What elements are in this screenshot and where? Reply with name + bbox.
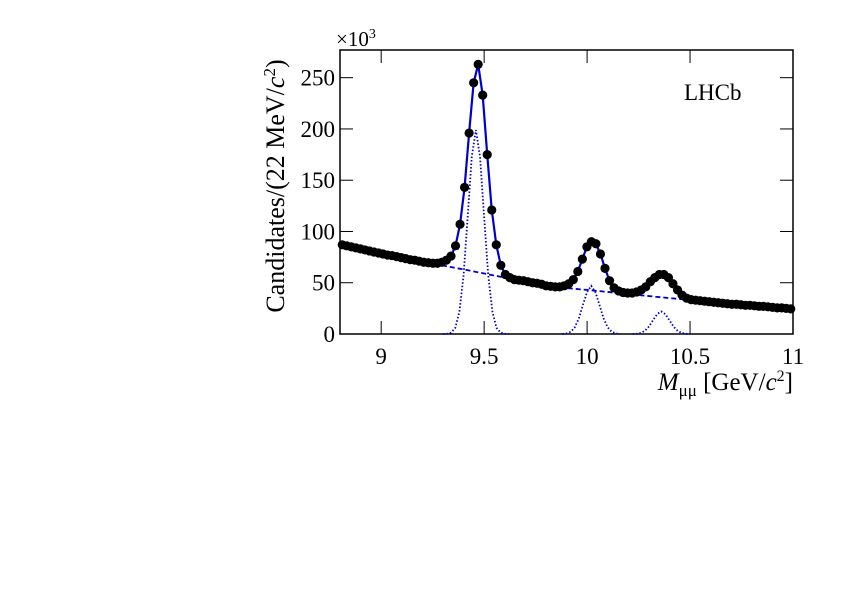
y-axis-label: Candidates/(22 MeV/c2): [260, 59, 290, 312]
data-point: [478, 90, 488, 100]
x-label-part: 2: [777, 368, 785, 385]
y-label-part: c: [261, 76, 290, 88]
data-point: [459, 182, 470, 192]
y-tick-label: 50: [312, 271, 335, 296]
y-tick-label: 150: [301, 168, 336, 193]
x-tick-label: 10: [576, 344, 599, 369]
y-multiplier: ×103: [336, 27, 376, 51]
x-tick-label: 9.5: [470, 344, 499, 369]
data-point: [464, 128, 474, 138]
x-label-part: ]: [785, 369, 793, 396]
data-point: [600, 263, 610, 273]
data-point: [455, 219, 465, 229]
x-label-part: c: [766, 369, 777, 396]
dotted-line: [632, 310, 691, 335]
data-point: [496, 260, 506, 270]
y-tick-label: 250: [301, 66, 336, 91]
x-label-part: M: [657, 369, 680, 396]
multiplier-base: ×10: [336, 27, 369, 51]
multiplier-exponent: 3: [369, 27, 376, 42]
data-point: [482, 149, 492, 160]
y-tick-label: 200: [301, 117, 336, 142]
x-tick-label: 10.5: [670, 344, 710, 369]
y-label-part: Candidates/(22 MeV/: [261, 87, 290, 312]
x-axis-label: Mμμ [GeV/c2]: [657, 368, 793, 400]
x-label-part: μμ: [679, 381, 697, 400]
x-label-part: [GeV/: [697, 369, 766, 396]
data-point: [473, 59, 483, 69]
data-point: [568, 275, 578, 285]
data-point: [573, 266, 583, 277]
x-tick-label: 11: [782, 344, 804, 369]
data-point: [577, 254, 587, 264]
data-point: [591, 239, 601, 249]
data-point: [491, 240, 501, 250]
data-point: [450, 241, 461, 251]
experiment-label: LHCb: [684, 80, 742, 105]
data-point: [487, 205, 497, 215]
y-label-part: ): [261, 59, 290, 68]
x-tick-label: 9: [375, 344, 387, 369]
data-point: [469, 78, 479, 88]
y-tick-label: 100: [301, 219, 336, 244]
data-point: [595, 249, 606, 259]
y-label-part: 2: [260, 68, 279, 77]
dotted-line: [442, 129, 509, 335]
y-tick-label: 0: [324, 322, 336, 347]
dotted-line: [562, 284, 621, 335]
data-point: [446, 251, 456, 261]
data-point: [604, 276, 615, 286]
data-point: [786, 304, 796, 314]
